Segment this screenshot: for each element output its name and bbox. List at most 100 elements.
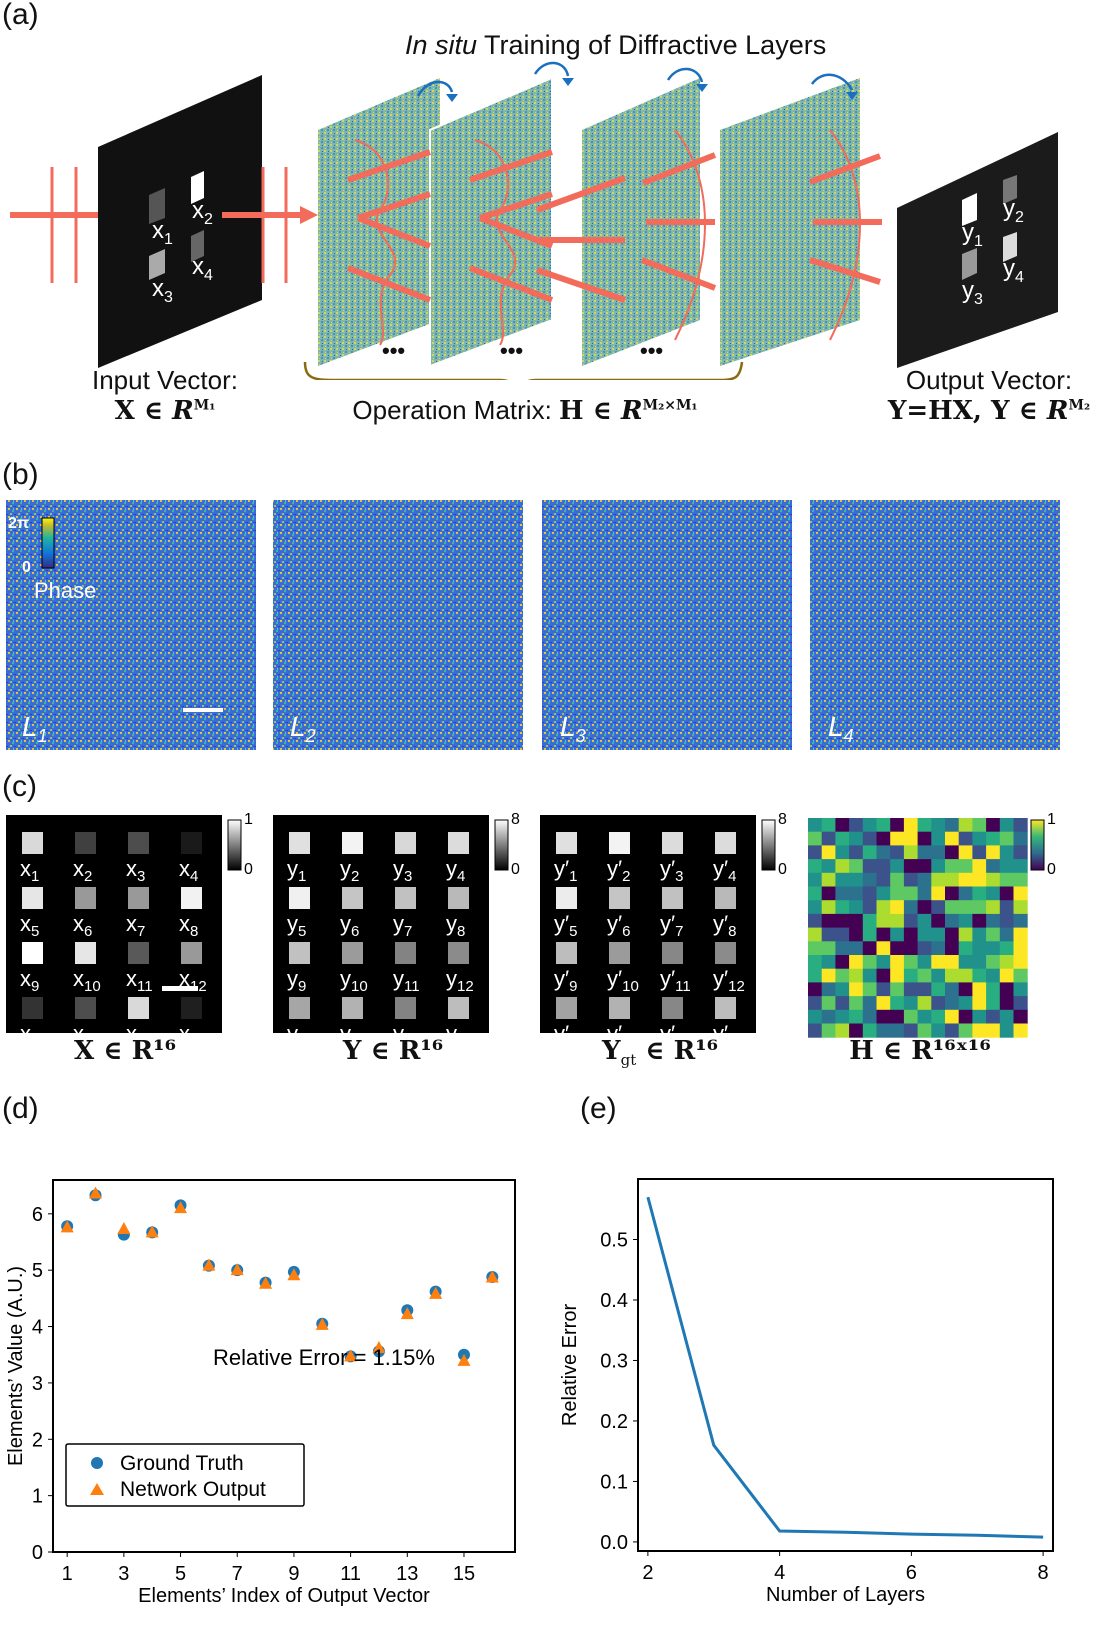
h-matrix-cell [917, 996, 932, 1011]
h-matrix-cell [931, 982, 946, 997]
h-matrix-cell [849, 900, 864, 915]
network-output-point [344, 1349, 358, 1362]
y-colorbar-max: 8 [511, 811, 520, 828]
panel-d-label: (d) [2, 1092, 39, 1125]
h-matrix-cell [808, 886, 823, 901]
h-matrix-cell [876, 886, 891, 901]
network-output-point [315, 1317, 329, 1330]
h-matrix-cell [903, 900, 919, 915]
h-matrix-cell [972, 872, 987, 887]
output-caption-line2: Y=HX, Y ∈ RM₂ [887, 396, 1091, 426]
h-matrix-cell [821, 941, 836, 956]
h-matrix-cell [986, 955, 1001, 970]
h-matrix-cell [931, 1023, 946, 1038]
y-element-10 [342, 942, 363, 964]
h-matrix-cell [917, 859, 932, 874]
h-matrix-cell [849, 818, 864, 833]
h-matrix-cell [999, 927, 1014, 942]
operation-caption: Operation Matrix: H ∈ RM₂×M₁ [352, 395, 698, 426]
x-element-13 [22, 997, 43, 1019]
h-caption: H ∈ R¹⁶ˣ¹⁶ [849, 1036, 991, 1066]
h-matrix-cell [876, 996, 891, 1011]
x-element-11 [128, 942, 149, 964]
h-matrix-cell [917, 872, 932, 887]
y-tick-label: 0.0 [600, 1532, 628, 1554]
relative-error-line [646, 1196, 1044, 1539]
h-matrix-cell [890, 859, 905, 874]
x-caption: X ∈ R¹⁶ [74, 1036, 176, 1066]
h-matrix-cell [862, 845, 877, 860]
wave-curves [354, 129, 861, 346]
h-matrix-cell [890, 968, 905, 983]
h-matrix-cell [890, 1023, 905, 1038]
h-matrix-cell [903, 886, 919, 901]
h-matrix-cell [808, 941, 823, 956]
h-matrix-cell [821, 982, 836, 997]
x-axis-label: Number of Layers [766, 1584, 925, 1606]
h-colorbar [1030, 819, 1045, 871]
phase-map-L4 [810, 500, 1060, 750]
x-tick-label: 7 [232, 1563, 243, 1585]
h-matrix-cell [931, 886, 946, 901]
h-matrix-cell [903, 872, 919, 887]
h-matrix-cell [903, 941, 919, 956]
output-caption: Output Vector: Y=HX, Y ∈ RM₂ [860, 365, 1118, 426]
h-matrix-cell [808, 845, 823, 860]
x-element-5 [22, 887, 43, 909]
x-element-10 [75, 942, 96, 964]
y-tick-label: 1 [32, 1486, 43, 1508]
h-matrix-cell [1013, 968, 1028, 983]
h-matrix-cell [835, 886, 850, 901]
h-colorbar-max: 1 [1047, 811, 1056, 828]
network-output-point [60, 1220, 74, 1233]
y-tick-label: 5 [32, 1260, 43, 1282]
y-element-12 [448, 942, 469, 964]
h-matrix-cell [945, 872, 960, 887]
h-matrix-cell [986, 886, 1001, 901]
h-matrix-cell [890, 955, 905, 970]
h-matrix-cell [958, 831, 973, 846]
ellipsis-2: ••• [500, 338, 523, 363]
colorbar-title: Phase [34, 578, 96, 603]
h-matrix-cell [821, 900, 836, 915]
h-matrix-cell [876, 859, 891, 874]
y-tick-label: 0.3 [600, 1350, 628, 1372]
ygt-element-10 [609, 942, 630, 964]
h-matrix-cell [917, 831, 932, 846]
h-matrix-cell [849, 886, 864, 901]
h-matrix-cell [958, 900, 973, 915]
arrow-head [300, 206, 318, 224]
x-tick-label: 5 [175, 1563, 186, 1585]
phase-map-L3 [542, 500, 792, 750]
h-matrix-cell [972, 1023, 987, 1038]
h-matrix-cell [1013, 818, 1028, 833]
ellipsis-3: ••• [640, 338, 663, 363]
h-matrix-cell [821, 818, 836, 833]
h-matrix-cell [1013, 1009, 1028, 1024]
h-matrix-cell [917, 1009, 932, 1024]
y-tick-label: 4 [32, 1317, 43, 1339]
h-matrix-cell [903, 927, 919, 942]
h-matrix-cell [835, 913, 850, 929]
h-matrix-cell [835, 996, 850, 1011]
h-matrix-cell [808, 872, 823, 887]
network-output-point [89, 1186, 103, 1199]
h-matrix-cell [917, 982, 932, 997]
h-matrix-cell [903, 955, 919, 970]
output-pixel-y4 [1003, 232, 1017, 262]
y-element-7 [395, 887, 416, 909]
panel-a-title-rest: Training of Diffractive Layers [477, 30, 827, 60]
h-matrix-cell [808, 955, 823, 970]
h-matrix-cell [808, 982, 823, 997]
h-matrix-cell [849, 955, 864, 970]
ygt-colorbar [761, 819, 776, 871]
ygt-element-12 [715, 942, 736, 964]
phase-map-L2 [273, 500, 523, 750]
h-matrix-cell [1013, 831, 1028, 846]
h-matrix-cell [972, 927, 987, 942]
h-matrix-cell [986, 982, 1001, 997]
h-matrix-cell [890, 831, 905, 846]
x-colorbar-min: 0 [244, 861, 253, 878]
network-output-point [174, 1201, 188, 1214]
h-matrix-cell [958, 859, 973, 874]
